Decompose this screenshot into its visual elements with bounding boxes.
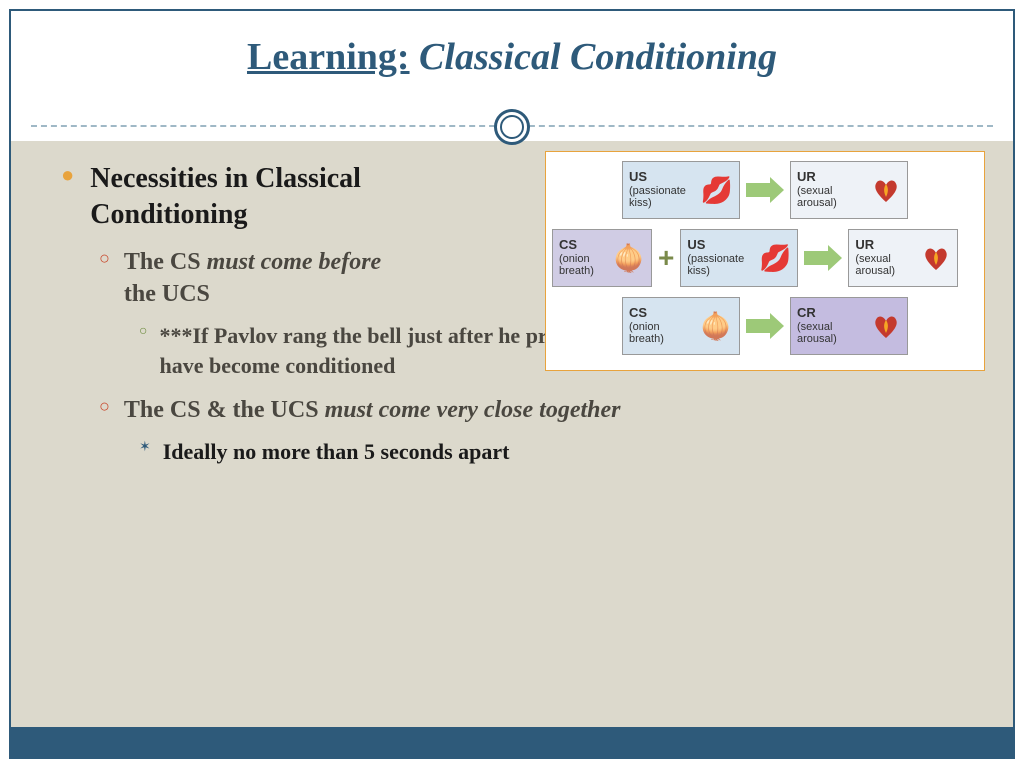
slide-header: Learning: Classical Conditioning (11, 11, 1013, 141)
slide-frame: Learning: Classical Conditioning US(pass… (9, 9, 1015, 759)
arrow-icon (804, 251, 842, 265)
heart-fire-icon (921, 243, 951, 273)
circle-ornament-icon (494, 109, 530, 145)
bullet-circle-icon: ○ (99, 394, 110, 426)
diagram-row-2: CS(onion breath) 🧅 + US(passionate kiss)… (552, 226, 978, 290)
slide-footer-bar (11, 727, 1013, 757)
heart-fire-icon (871, 311, 901, 341)
cell-cs-row3: CS(onion breath) 🧅 (622, 297, 740, 355)
bullet-level-4: ✶ Ideally no more than 5 seconds apart (139, 437, 973, 468)
bullet-text: Ideally no more than 5 seconds apart (163, 437, 510, 468)
cell-ur-row2: UR(sexual arousal) (848, 229, 958, 287)
heart-fire-icon (871, 175, 901, 205)
cell-us-row2: US(passionate kiss) 💋 (680, 229, 798, 287)
bullet-dot-icon: ● (61, 161, 74, 234)
cell-label: US(passionate kiss) (629, 170, 695, 210)
cell-label: CS(onion breath) (629, 306, 693, 346)
cell-label: UR(sexual arousal) (855, 238, 915, 278)
cell-cr-row3: CR(sexual arousal) (790, 297, 908, 355)
cell-label: UR(sexual arousal) (797, 170, 865, 210)
bullet-level-2: ○ The CS & the UCS must come very close … (99, 394, 973, 426)
bullet-text: Necessities in Classical Conditioning (90, 161, 370, 234)
conditioning-diagram: US(passionate kiss) 💋 UR(sexual arousal)… (545, 151, 985, 371)
bullet-circle-icon: ○ (139, 321, 147, 383)
plus-icon: + (658, 242, 674, 274)
bullet-text: The CS must come before the UCS (124, 246, 404, 311)
title-part-italic: Classical Conditioning (410, 36, 777, 78)
cell-cs-row2: CS(onion breath) 🧅 (552, 229, 652, 287)
slide-body: US(passionate kiss) 💋 UR(sexual arousal)… (11, 141, 1013, 757)
cell-label: CR(sexual arousal) (797, 306, 865, 346)
cell-label: CS(onion breath) (559, 238, 607, 278)
cell-ur-row1: UR(sexual arousal) (790, 161, 908, 219)
diagram-row-3: CS(onion breath) 🧅 CR(sexual arousal) (552, 294, 978, 358)
cell-label: US(passionate kiss) (687, 238, 753, 278)
bullet-star-icon: ✶ (139, 437, 151, 468)
arrow-icon (746, 183, 784, 197)
onion-icon: 🧅 (699, 308, 733, 344)
bullet-text: The CS & the UCS must come very close to… (124, 394, 621, 426)
title-part-underlined: Learning: (247, 36, 410, 78)
kiss-icon: 💋 (701, 172, 733, 208)
diagram-row-1: US(passionate kiss) 💋 UR(sexual arousal) (552, 158, 978, 222)
bullet-circle-icon: ○ (99, 246, 110, 311)
cell-us-row1: US(passionate kiss) 💋 (622, 161, 740, 219)
kiss-icon: 💋 (759, 240, 791, 276)
arrow-icon (746, 319, 784, 333)
onion-icon: 🧅 (613, 240, 645, 276)
